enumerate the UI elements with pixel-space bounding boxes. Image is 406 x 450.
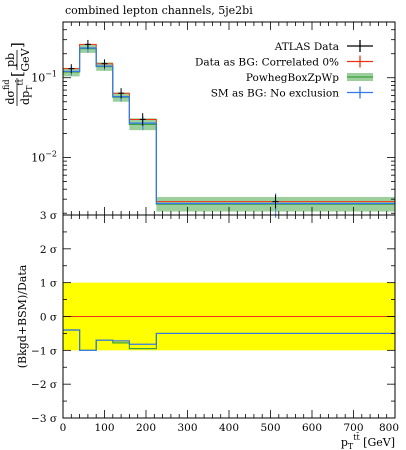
ratio-xtick-label-4: 400 xyxy=(219,422,239,434)
legend-label-3: SM as BG: No exclusion xyxy=(211,88,339,100)
ylabel-unit-den: GeV xyxy=(19,47,32,71)
sm-step xyxy=(63,47,395,205)
ratio-ylabel: (Bkgd+BSM)/Data xyxy=(16,264,29,368)
main-frame xyxy=(62,21,396,216)
ylabel-numerator: dσfid xyxy=(2,79,17,104)
ratio-xlabel: pTtt̄ [GeV] xyxy=(341,432,395,450)
ratio-xtick-label-0: 0 xyxy=(60,422,67,434)
chart-title: combined lepton channels, 5je2bi xyxy=(65,4,253,17)
ylabel-bracket-open: [ xyxy=(8,71,26,77)
ratio-xtick-label-1: 100 xyxy=(94,422,114,434)
legend-label-2: PowhegBoxZpWp xyxy=(246,72,339,84)
ratio-ytick-label-5: −2 σ xyxy=(31,379,57,391)
ratio-xtick-label-6: 600 xyxy=(302,422,322,434)
ratio-xtick-label-8: 800 xyxy=(379,422,399,434)
ratio-xtick-label-5: 500 xyxy=(260,422,280,434)
ylabel-unit-num: pb xyxy=(4,53,17,67)
ratio-xtick-label-3: 300 xyxy=(177,422,197,434)
ratio-ytick-label-3: 0 σ xyxy=(40,312,57,324)
main-panel: combined lepton channels, 5je2bi 10−1 10−2… xyxy=(2,4,396,218)
legend-label-0: ATLAS Data xyxy=(274,41,339,53)
ratio-ytick-label-6: −3 σ xyxy=(31,413,57,425)
ratio-panel: 3 σ 2 σ 1 σ 0 σ −1 σ −2 σ −3 σ0 100 200 300 400 500… xyxy=(16,210,399,450)
ratio-xtick-label-7: 700 xyxy=(343,422,363,434)
ratio-ytick-label-0: 3 σ xyxy=(40,210,57,222)
legend-label-1: Data as BG: Correlated 0% xyxy=(195,57,339,69)
main-ytick-label-0: 10−1 xyxy=(31,70,57,85)
ratio-ytick-label-2: 1 σ xyxy=(40,278,57,290)
ratio-ytick-label-1: 2 σ xyxy=(40,244,57,256)
ylabel-denominator: dpTtt̄ xyxy=(15,78,34,105)
ratio-ytick-label-4: −1 σ xyxy=(31,345,57,357)
ylabel-bracket-close: ] xyxy=(8,42,26,48)
main-ytick-label-1: 10−2 xyxy=(31,149,57,164)
ratio-sm-step xyxy=(63,329,395,351)
ratio-xtick-label-2: 200 xyxy=(136,422,156,434)
